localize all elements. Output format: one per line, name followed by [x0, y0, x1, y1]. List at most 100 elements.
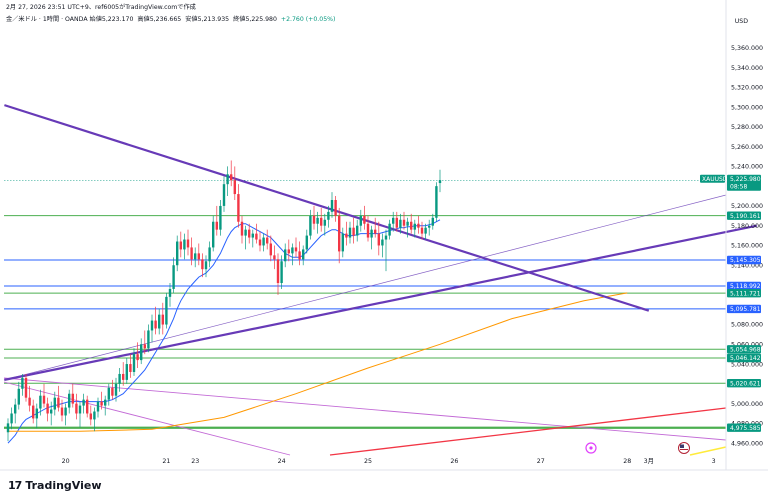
price-level-tag: [727, 255, 761, 265]
y-tick-label: 5,040.000: [731, 361, 763, 368]
candle-body: [154, 320, 157, 329]
candle-body: [168, 288, 172, 297]
countdown-label: 08:58: [730, 183, 747, 190]
candle-body: [14, 404, 17, 414]
x-tick-label: 26: [450, 458, 458, 465]
x-tick-label: 27: [537, 458, 545, 465]
open-label: 始値: [89, 16, 102, 23]
candle-body: [428, 225, 431, 228]
candle-body: [316, 217, 319, 224]
candle-body: [327, 211, 330, 220]
candle-body: [122, 373, 125, 380]
candle-body: [190, 247, 193, 260]
low-label: 安値: [185, 16, 198, 23]
candle-body: [212, 221, 215, 248]
price-level-tag-label: 5,054.968: [730, 346, 761, 353]
candle-body: [194, 253, 197, 260]
event-icons[interactable]: [585, 442, 690, 454]
candle-body: [21, 377, 24, 389]
candle-body: [78, 405, 82, 414]
candle-body: [323, 219, 326, 226]
candle-body: [158, 314, 161, 329]
price-level-tag: [727, 423, 761, 432]
candle-body: [334, 200, 337, 216]
candle-body: [140, 344, 143, 361]
candle-body: [438, 180, 442, 184]
candle-body: [320, 217, 323, 226]
y-tick-label: 5,260.000: [731, 144, 763, 151]
pink-diagonal-line: [3, 381, 291, 456]
candle-body: [32, 405, 35, 419]
candle-body: [100, 401, 103, 406]
candle-body: [305, 235, 308, 250]
candle-body: [399, 219, 402, 228]
trend-lines[interactable]: [4, 104, 758, 381]
slow-moving-average: [8, 292, 628, 432]
symbol-tag-label: XAUUSD: [702, 176, 728, 183]
candle-body: [273, 255, 276, 260]
high-label: 高値: [137, 16, 150, 23]
low-value: 5,213.935: [197, 16, 230, 23]
price-level-tag-label: 5,046.142: [730, 355, 761, 362]
candle-body: [176, 241, 179, 266]
candle-body: [431, 217, 434, 226]
candle-body: [359, 215, 362, 226]
tradingview-logo-icon: 17: [8, 479, 22, 492]
candle-body: [233, 180, 236, 195]
us-flag-canton-icon: [680, 444, 684, 448]
candle-body: [60, 407, 64, 416]
candle-body: [248, 229, 251, 238]
candle-body: [298, 251, 301, 260]
candle-body: [204, 261, 208, 270]
y-tick-label: 5,340.000: [731, 65, 763, 72]
candle-body: [17, 388, 20, 405]
candle-body: [302, 249, 305, 260]
candle-body: [392, 217, 395, 224]
thin-channel-line: [3, 194, 727, 381]
x-tick-label: 20: [62, 458, 70, 465]
open-value: 5,223.170: [101, 16, 134, 23]
candle-body: [388, 223, 391, 236]
last-price-tag: [727, 174, 761, 191]
candle-body: [370, 229, 373, 238]
price-level-tag: [727, 281, 761, 291]
high-value: 5,236.665: [149, 16, 182, 23]
candle-body: [435, 186, 438, 218]
candle-body: [179, 241, 182, 250]
candle-body: [266, 237, 269, 244]
candle-body: [28, 397, 31, 406]
candle-body: [64, 407, 67, 416]
candles: [6, 160, 442, 442]
price-level-tag-label: 5,020.621: [730, 380, 761, 387]
event-dot-icon: [589, 446, 593, 450]
x-tick-label: 28: [623, 458, 631, 465]
candle-body: [50, 409, 53, 414]
close-value: 5,225.980: [245, 16, 277, 23]
y-tick-label: 5,300.000: [731, 104, 763, 111]
x-tick-label: 21: [162, 458, 170, 465]
price-level-tag-label: 5,095.781: [730, 306, 761, 313]
candle-body: [237, 194, 240, 222]
x-tick-label: 3: [712, 458, 716, 465]
candle-body: [172, 265, 175, 289]
price-level-tag: [727, 353, 761, 363]
candle-body: [251, 233, 254, 238]
candle-body: [125, 364, 128, 380]
price-level-tag: [727, 379, 761, 388]
y-tick-label: 5,140.000: [731, 262, 763, 269]
price-axis[interactable]: 5,360.000 5,340.000 5,320.000 5,300.000 5,28…: [725, 0, 763, 470]
candle-body: [352, 227, 355, 236]
tradingview-brand[interactable]: 17 TradingView: [8, 479, 102, 492]
candle-body: [215, 221, 218, 230]
candle-body: [39, 395, 42, 409]
candle-body: [413, 223, 416, 230]
snapshot-caption: 2月 27, 2026 23:51 UTC+9、ref6005がTradingV…: [6, 4, 196, 11]
currency-label[interactable]: USD: [734, 18, 748, 25]
price-level-tag: [727, 345, 761, 354]
time-axis[interactable]: 20 21 23 24 25 26 27 28 3月 3: [0, 457, 768, 471]
candle-body: [356, 225, 359, 236]
candle-body: [82, 399, 85, 406]
pink-projection-line: [3, 377, 727, 441]
